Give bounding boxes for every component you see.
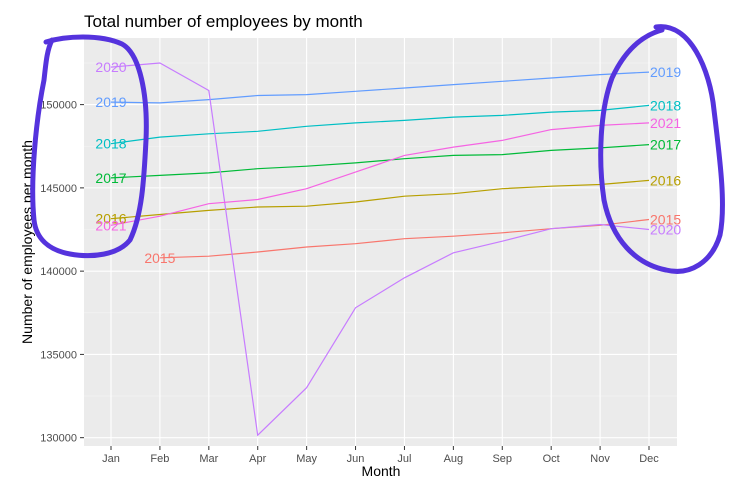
x-tick-label: Jan [102, 453, 120, 465]
series-label-start-2017: 2017 [95, 170, 126, 186]
series-label-start-2020: 2020 [95, 59, 126, 75]
annotation-circle-right [598, 24, 725, 274]
y-tick-label: 140000 [40, 266, 77, 278]
series-label-end-2017: 2017 [650, 137, 681, 153]
x-tick-label: Jun [347, 453, 365, 465]
x-tick-label: Dec [639, 453, 659, 465]
y-tick-label: 130000 [40, 433, 77, 445]
series-label-start-2021: 2021 [95, 217, 126, 233]
series-label-start-2018: 2018 [95, 136, 126, 152]
x-tick-label: Aug [444, 453, 464, 465]
plot-panel [84, 38, 677, 446]
hand-drawn-annotations [30, 24, 725, 274]
series-line-2019 [110, 71, 650, 104]
x-axis-ticks: Jan Feb Mar Apr May Jun Jul Aug Sep Oct Nov Dec [102, 446, 659, 465]
series-label-start-2015: 2015 [144, 250, 175, 266]
x-tick-label: Apr [249, 453, 266, 465]
chart-title: Total number of employees by month [84, 12, 363, 31]
series-line-2018 [110, 104, 650, 145]
series-label-end-2018: 2018 [650, 97, 681, 113]
series-label-end-2019: 2019 [650, 64, 681, 80]
series-label-start-2016: 2016 [95, 211, 126, 227]
minor-gridlines [84, 62, 677, 397]
x-tick-label: Sep [492, 453, 512, 465]
series-line-2016 [110, 179, 650, 220]
y-axis-ticks: 130000 135000 140000 145000 150000 [40, 100, 84, 445]
y-tick-label: 145000 [40, 183, 77, 195]
x-tick-label: Nov [590, 453, 610, 465]
x-tick-label: Mar [199, 453, 218, 465]
series-line-2020 [110, 62, 650, 437]
series-labels: 2015 2015 2016 2016 2017 2017 2018 2018 2019 2019… [95, 59, 681, 266]
x-axis-title: Month [362, 463, 401, 479]
series-label-end-2016: 2016 [650, 172, 681, 188]
x-tick-label: Jul [397, 453, 411, 465]
series-label-end-2021: 2021 [650, 115, 681, 131]
y-tick-label: 135000 [40, 349, 77, 361]
major-gridlines [84, 38, 677, 446]
x-tick-label: May [296, 453, 317, 465]
series-label-end-2020: 2020 [650, 222, 681, 238]
x-tick-label: Feb [150, 453, 169, 465]
annotation-circle-left [30, 34, 149, 259]
series-line-2017 [110, 144, 650, 179]
series-lines [110, 62, 650, 437]
series-label-end-2015: 2015 [650, 212, 681, 228]
y-tick-label: 150000 [40, 100, 77, 112]
x-tick-label: Oct [543, 453, 560, 465]
series-line-2021 [110, 122, 650, 226]
series-label-start-2019: 2019 [95, 94, 126, 110]
